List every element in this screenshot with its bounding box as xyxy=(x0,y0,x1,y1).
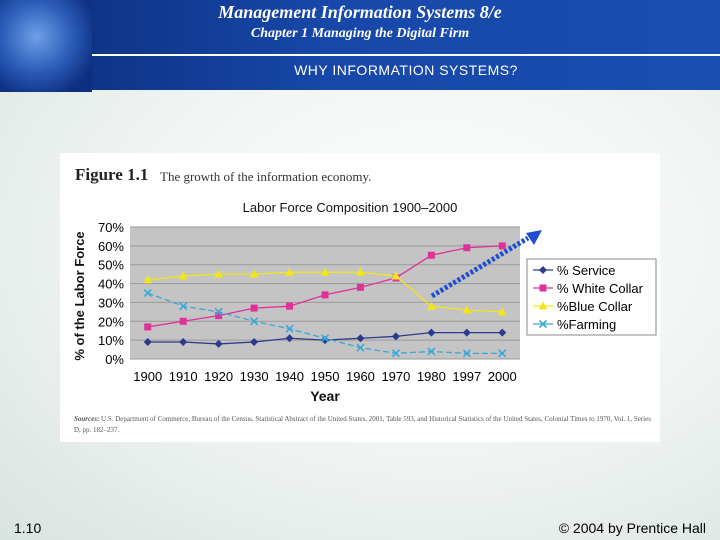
data-point-service xyxy=(427,328,436,337)
globe-logo-icon xyxy=(0,0,92,92)
y-axis-label: % of the Labor Force xyxy=(72,231,87,360)
data-point-white-collar xyxy=(321,291,329,299)
x-tick-label: 1997 xyxy=(452,369,481,384)
data-point-blue-collar xyxy=(497,307,507,316)
header-divider xyxy=(92,54,720,56)
data-point-farming xyxy=(250,317,259,326)
data-point-service xyxy=(498,328,507,337)
data-point-service xyxy=(285,334,294,343)
y-tick-label: 70% xyxy=(98,220,124,235)
slide-subtitle: Chapter 1 Managing the Digital Firm xyxy=(250,26,470,41)
copyright-notice: © 2004 by Prentice Hall xyxy=(558,520,706,536)
data-point-farming xyxy=(498,349,507,358)
data-point-farming xyxy=(320,334,330,343)
slide-header: Management Information Systems 8/e Chapt… xyxy=(0,0,720,92)
data-point-white-collar xyxy=(144,323,152,331)
annotation-arrow-line xyxy=(430,235,530,299)
data-point-farming xyxy=(143,288,152,298)
data-point-blue-collar xyxy=(391,271,401,280)
data-point-service xyxy=(179,338,188,347)
data-point-blue-collar xyxy=(249,269,259,278)
data-point-farming xyxy=(391,349,400,358)
data-point-service xyxy=(356,334,365,343)
legend-marker-blue-collar xyxy=(538,301,548,310)
data-point-white-collar xyxy=(215,312,223,320)
data-point-white-collar xyxy=(356,283,364,291)
data-point-service xyxy=(143,338,152,347)
legend-label-blue-collar: %Blue Collar xyxy=(557,299,633,314)
x-tick-label: 1960 xyxy=(346,369,375,384)
x-tick-label: 1940 xyxy=(275,369,304,384)
figure-label: Figure 1.1 xyxy=(75,165,149,184)
data-point-white-collar xyxy=(179,317,187,325)
y-tick-label: 40% xyxy=(98,277,124,292)
slide-number: 1.10 xyxy=(14,520,42,536)
y-tick-label: 10% xyxy=(98,333,124,348)
legend-marker-farming xyxy=(538,319,548,329)
data-point-white-collar xyxy=(250,304,258,312)
x-tick-label: 1910 xyxy=(169,369,198,384)
data-point-white-collar xyxy=(286,302,294,310)
data-point-farming xyxy=(462,349,471,358)
x-tick-label: 1950 xyxy=(311,369,340,384)
data-point-white-collar xyxy=(427,251,435,259)
data-point-service xyxy=(214,339,223,348)
data-point-blue-collar xyxy=(143,275,153,284)
x-tick-label: 2000 xyxy=(488,369,517,384)
slide-title: Management Information Systems 8/e xyxy=(218,2,502,22)
x-tick-label: 1930 xyxy=(240,369,269,384)
data-point-blue-collar xyxy=(285,267,295,276)
y-tick-label: 50% xyxy=(98,258,124,273)
legend-label-service: % Service xyxy=(557,263,616,278)
x-axis-label: Year xyxy=(310,388,340,404)
data-point-blue-collar xyxy=(178,271,188,280)
figure-sources: Sources: U.S. Department of Commerce, Bu… xyxy=(74,414,658,436)
section-heading: WHY INFORMATION SYSTEMS? xyxy=(294,62,518,78)
sources-label: Sources: xyxy=(74,415,100,423)
legend-label-farming: %Farming xyxy=(557,317,616,332)
sources-text: U.S. Department of Commerce, Bureau of t… xyxy=(74,415,651,434)
x-tick-label: 1970 xyxy=(381,369,410,384)
y-tick-label: 0% xyxy=(105,352,124,367)
legend-box xyxy=(526,258,657,336)
data-point-blue-collar xyxy=(426,301,436,310)
data-point-blue-collar xyxy=(355,267,365,276)
data-point-white-collar xyxy=(498,242,506,250)
data-point-white-collar xyxy=(463,244,471,252)
legend-label-white-collar: % White Collar xyxy=(557,281,644,296)
x-tick-label: 1920 xyxy=(204,369,233,384)
x-tick-label: 1900 xyxy=(133,369,162,384)
data-point-farming xyxy=(179,302,188,311)
y-tick-label: 20% xyxy=(98,314,124,329)
figure-caption: The growth of the information economy. xyxy=(160,169,372,184)
data-point-service xyxy=(462,328,471,337)
data-point-farming xyxy=(285,324,294,333)
legend-marker-service xyxy=(539,266,547,274)
chart-title: Labor Force Composition 1900–2000 xyxy=(243,200,458,215)
data-point-blue-collar xyxy=(214,269,224,278)
y-tick-label: 60% xyxy=(98,239,124,254)
data-point-blue-collar xyxy=(462,305,472,314)
annotation-arrow-head xyxy=(526,230,542,245)
data-point-service xyxy=(391,332,400,341)
data-point-farming xyxy=(427,347,436,356)
data-point-farming xyxy=(214,307,223,316)
x-tick-label: 1980 xyxy=(417,369,446,384)
data-point-farming xyxy=(356,343,365,352)
legend-marker-white-collar xyxy=(539,284,547,292)
data-point-blue-collar xyxy=(320,267,330,276)
data-point-service xyxy=(250,338,259,347)
y-tick-label: 30% xyxy=(98,295,124,310)
